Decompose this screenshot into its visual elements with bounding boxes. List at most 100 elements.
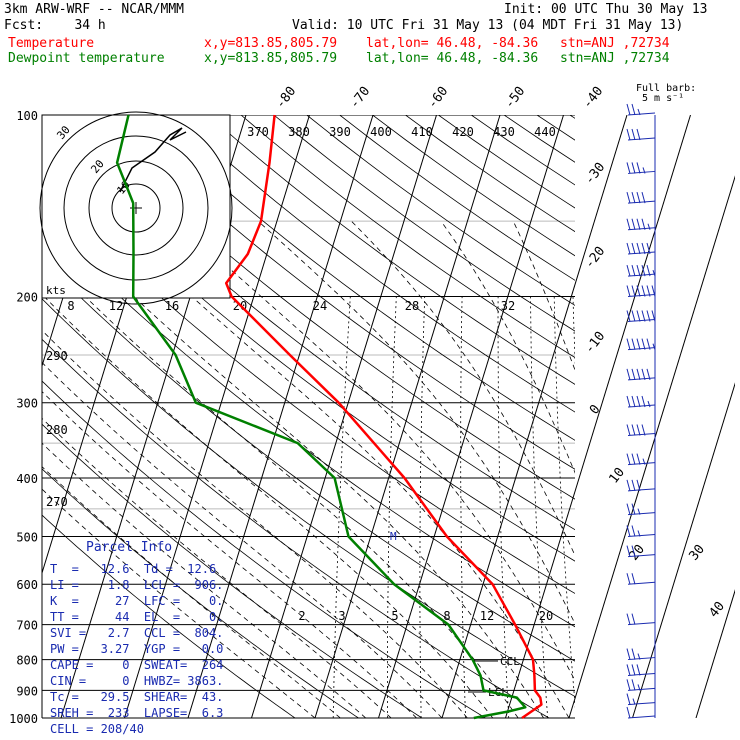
wind-barb-flag (636, 218, 641, 230)
wind-barb-flag (636, 453, 641, 465)
dry-adiabat-250 (42, 514, 296, 718)
wind-barb-flag (631, 103, 636, 116)
wind-barb-flag (636, 128, 641, 141)
wind-barb-shaft (627, 657, 656, 661)
wind-barb-185 (626, 264, 656, 277)
wind-barb-shaft (627, 672, 656, 676)
wind-barb-shaft (627, 200, 656, 204)
isotherm-ext-10 (575, 115, 691, 494)
wind-barb-shaft (627, 137, 656, 141)
isotherm--20 (314, 115, 501, 718)
isotherm-label-right-0: -30 (582, 160, 608, 188)
moist-adiabat--16 (42, 466, 341, 718)
mixing-ratio-2 (386, 296, 397, 718)
wind-barb-flag (636, 424, 641, 436)
mixing-ratio-24 (589, 297, 618, 719)
wind-barb-half (632, 698, 636, 705)
isotherm-ext-0 (575, 115, 628, 287)
mixing-ratio-28 (602, 297, 634, 719)
wind-barb-flag (626, 310, 631, 322)
moist-adiabat-28 (257, 220, 575, 625)
wind-barb-flag (626, 285, 631, 297)
isotherm-label-right-3: 0 (587, 402, 604, 417)
wind-barb-950 (626, 693, 656, 706)
isotherm-ext-20 (575, 175, 735, 701)
wind-barb-flag (626, 613, 631, 625)
pressure-label-300: 300 (16, 397, 38, 411)
isotherm-label-right-2: -10 (582, 329, 608, 357)
mixing-label-upper-2: 16 (165, 299, 179, 313)
wind-barb-flag (631, 368, 636, 381)
dry-adiabat-260 (42, 468, 360, 718)
wind-barb-flag (641, 395, 646, 408)
pressure-label-200: 200 (16, 291, 38, 305)
wind-barb-170 (626, 242, 656, 255)
wind-barb-shaft (627, 251, 656, 255)
wind-barb-flag (641, 191, 646, 204)
isotherm-label-right-6: 30 (687, 542, 708, 564)
isotherm-ext-30 (632, 382, 735, 718)
wind-barb-flag (641, 338, 646, 350)
mixing-ratio-lines (332, 296, 634, 719)
moist-adiabat-40 (512, 221, 575, 372)
wind-barb-540 (626, 545, 656, 558)
wind-barb-shaft (627, 432, 656, 436)
wind-barb-flag (646, 338, 651, 350)
parcel-row-cin: CIN = 0 HWBZ= 3863. (50, 674, 224, 688)
theta-label-top-5: 420 (452, 125, 474, 139)
wind-barb-flag (636, 191, 641, 204)
wind-barb-460 (626, 503, 656, 516)
theta-label-top-1: 380 (288, 125, 310, 139)
dry-adiabat-360 (76, 115, 575, 500)
wind-barb-flag (631, 664, 636, 676)
parcel-row-k-index: K = 27 LFC = 0. (50, 594, 224, 608)
isotherm-label-top-2: -60 (425, 84, 451, 112)
wind-barb-flag (626, 573, 631, 585)
wind-barb-flag (641, 424, 646, 436)
wind-barb-245 (626, 338, 656, 351)
pressure-label-800: 800 (16, 654, 38, 668)
temperature-xy: x,y=813.85,805.79 (204, 36, 338, 51)
wind-barb-flag (636, 310, 641, 322)
hodograph-units: kts (46, 284, 66, 297)
wind-barb-flag (631, 613, 636, 625)
dewpoint-legend: Dewpoint temperature (8, 51, 165, 66)
wind-barb-flag (626, 368, 631, 381)
wind-barb-flag (631, 648, 636, 660)
wind-barb-shaft (627, 488, 656, 492)
wind-barb-flag (631, 525, 636, 537)
wind-barb-shaft (627, 462, 656, 466)
wind-barb-shaft (627, 227, 656, 231)
wind-barb-140 (626, 191, 656, 204)
mixing-ratio-3 (419, 296, 426, 718)
mixing-label-upper-4: 24 (313, 299, 327, 313)
pressure-label-100: 100 (16, 109, 38, 123)
wind-barb-600 (626, 573, 656, 585)
wind-barb-flag (631, 128, 636, 141)
wind-barb-flag (636, 664, 641, 676)
wind-barb-flag (626, 693, 631, 705)
wind-barb-flag (631, 479, 636, 491)
wind-barb-flag (626, 648, 631, 660)
barb-legend-title: Full barb: (636, 83, 697, 94)
wind-barb-420 (626, 479, 656, 492)
dry-adiabat-270 (42, 423, 423, 718)
dry-adiabat-410 (240, 115, 575, 358)
isotherm-label-top-3: -50 (502, 84, 528, 112)
theta-label-top-3: 400 (370, 125, 392, 139)
mixing-label-upper-5: 28 (405, 299, 419, 313)
forecast-hour: Fcst: 34 h (4, 18, 106, 33)
dry-adiabat-380 (141, 115, 575, 441)
isotherm-ext-40 (695, 589, 735, 718)
mixing-label-lower-5: 20 (539, 609, 553, 623)
wind-barb-flag (631, 679, 636, 691)
mixing-label-upper-1: 12 (109, 299, 123, 313)
wind-barb-flag (641, 218, 646, 230)
parcel-row-sreh: SREH = 233 LAPSE= 6.3 (50, 706, 224, 720)
mixing-ratio-20 (572, 296, 575, 368)
parcel-row-total-totals: TT = 44 EL = 0. (50, 610, 224, 624)
hodograph-ring-3 (39, 111, 233, 305)
wind-barb-flag (626, 103, 631, 116)
dry-adiabat-320 (42, 220, 575, 628)
